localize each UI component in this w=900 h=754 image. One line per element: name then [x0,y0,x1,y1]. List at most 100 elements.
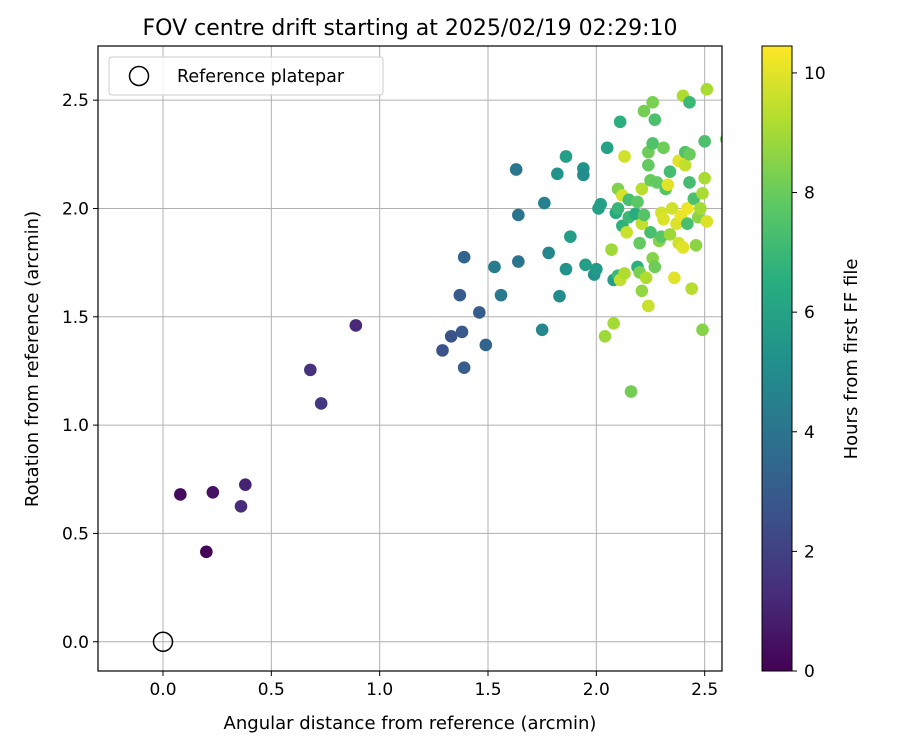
colorbar-tick-label: 2 [804,542,815,562]
scatter-point [620,226,633,239]
y-axis-label: Rotation from reference (arcmin) [22,211,43,507]
x-tick-label: 2.5 [691,680,718,700]
scatter-point [488,260,501,274]
x-tick-label: 1.5 [474,680,501,700]
scatter-point [234,500,248,513]
y-tick-label: 0.0 [62,633,89,653]
scatter-point [646,137,659,150]
scatter-point [607,316,620,330]
scatter-point [444,329,458,343]
scatter-point [685,282,698,295]
scatter-point [639,271,653,285]
colorbar-tick-label: 8 [804,184,815,204]
chart-title: FOV centre drift starting at 2025/02/19 … [143,16,678,41]
scatter-point [577,168,590,182]
x-tick-label: 0.5 [258,680,285,700]
legend-box [108,56,384,96]
legend-entry-label: Reference platepar [177,67,345,87]
reference-point [152,631,174,653]
colorbar: 0 2 4 6 8 10 Hours from first FF file [761,45,862,682]
scatter-point [206,485,220,499]
scatter-point [678,158,692,172]
scatter-point [683,176,696,189]
scatter-point [535,323,549,337]
scatter-point [635,182,649,196]
y-axis-ticks: 0.0 0.5 1.0 1.5 2.0 2.5 [62,91,98,653]
colorbar-label: Hours from first FF file [841,259,862,460]
scatter-point [642,299,655,313]
scatter-point [551,167,564,181]
scatter-point [644,226,657,239]
scatter-point [637,208,651,222]
colorbar-tick-label: 0 [804,662,815,682]
scatter-point [538,196,551,210]
scatter-point [657,213,670,226]
colorbar-gradient [761,45,793,672]
scatter-point [681,202,694,215]
scatter-point [455,325,469,339]
colorbar-tick-label: 4 [804,423,815,443]
scatter-point [453,288,467,302]
colorbar-tick-label: 10 [804,64,826,84]
scatter-point [559,262,573,276]
scatter-point [618,150,631,163]
scatter-point [436,344,449,357]
scatter-point [579,258,592,272]
scatter-point [637,104,651,118]
scatter-point [700,215,714,228]
colorbar-ticks: 0 2 4 6 8 10 [792,64,826,682]
y-tick-label: 2.0 [62,199,89,219]
scatter-point [696,187,709,200]
scatter-point [457,250,471,264]
scatter-point [494,288,508,302]
x-tick-label: 1.0 [366,680,393,700]
scatter-point [600,141,614,155]
scatter-point [648,113,662,126]
scatter-point [642,158,655,172]
scatter-point [683,148,696,161]
scatter-point [512,208,525,222]
scatter-point [663,165,677,178]
scatter-point [559,150,573,163]
scatter-point [661,178,675,191]
scatter-point [665,202,679,215]
scatter-point [624,385,638,398]
scatter-point [633,236,646,250]
scatter-point [689,239,703,252]
x-tick-label: 2.0 [583,680,610,700]
reference-point-layer [152,631,174,653]
scatter-point [663,228,677,241]
scatter-point [681,217,694,230]
scatter-point [314,397,328,410]
scatter-point [657,141,670,155]
scatter-point [613,115,627,129]
y-tick-label: 1.0 [62,416,89,436]
scatter-point [611,202,625,215]
scatter-point [473,306,486,319]
scatter-point [457,361,471,375]
scatter-point [698,135,711,148]
y-tick-label: 2.5 [62,91,89,111]
scatter-point [349,319,363,332]
scatter-point [553,289,566,303]
x-axis-ticks: 0.0 0.5 1.0 1.5 2.0 2.5 [149,671,718,700]
colorbar-tick-label: 6 [804,303,815,323]
scatter-point [648,260,662,274]
scatter-points [174,83,722,559]
scatter-point [594,197,607,211]
scatter-point [646,96,659,109]
scatter-point [598,329,612,343]
scatter-point [694,202,707,215]
legend-marker-icon [128,65,150,87]
scatter-point [668,271,681,285]
scatter-point [512,255,525,268]
x-tick-label: 0.0 [149,680,176,700]
scatter-point [479,338,493,352]
x-axis-label: Angular distance from reference (arcmin) [224,713,597,734]
scatter-point [676,241,690,254]
scatter-point [631,195,644,209]
scatter-point [683,96,696,109]
legend: Reference platepar [108,56,384,96]
